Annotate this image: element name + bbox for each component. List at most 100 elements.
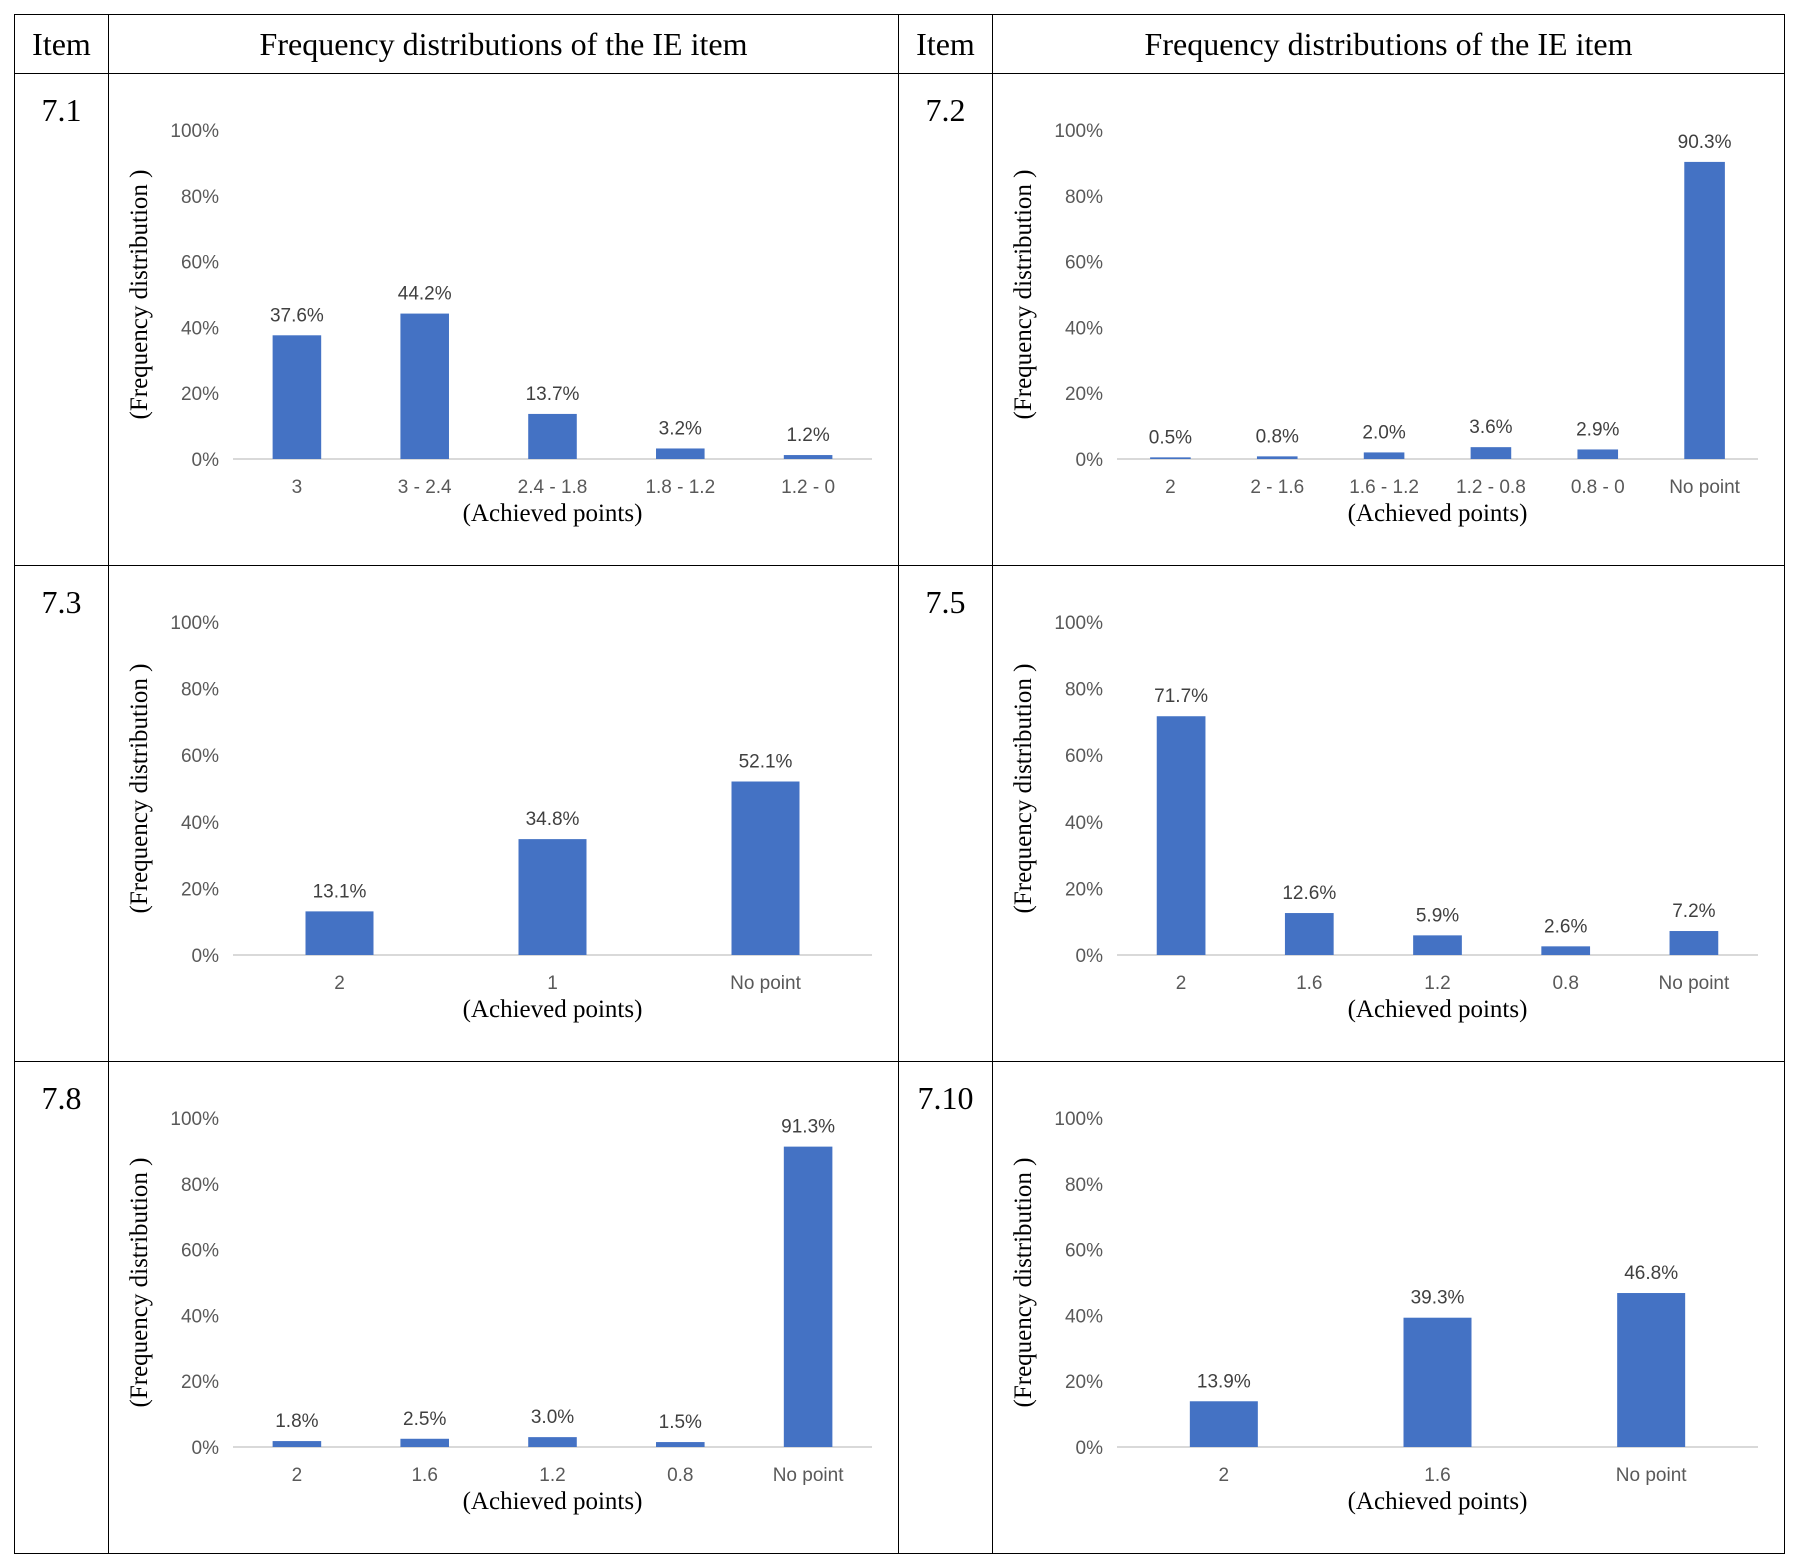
y-tick-label: 40% xyxy=(181,1306,219,1327)
y-tick-label: 0% xyxy=(192,1438,220,1459)
data-label: 13.7% xyxy=(526,384,580,405)
chart-cell-7-5: (Frequency distribution ) 0% 20% 40% 60% 80% 1… xyxy=(992,565,1785,1062)
x-axis-label: (Achieved points) xyxy=(1348,1488,1528,1515)
y-tick-label: 0% xyxy=(192,450,220,471)
x-tick-label: 2 xyxy=(1219,1465,1230,1486)
x-tick-label: No point xyxy=(1669,477,1740,498)
x-tick-label: No point xyxy=(773,1465,844,1486)
data-label: 52.1% xyxy=(739,752,793,773)
y-axis-label: (Frequency distribution ) xyxy=(1010,664,1037,914)
bar-chart-item-7-3: (Frequency distribution ) 0% 20% 40% 60% 80% 1… xyxy=(126,613,872,1023)
item-number: 7.2 xyxy=(898,73,993,566)
bar-chart-item-7-10: (Frequency distribution ) 0% 20% 40% 60% 80% 1… xyxy=(1010,1109,1758,1515)
data-label: 0.8% xyxy=(1256,426,1299,447)
table-row: 7.3 (Frequency distribution ) 0% 20% 40% 60%… xyxy=(14,565,1785,1062)
y-tick-label: 20% xyxy=(181,1372,219,1393)
data-label: 12.6% xyxy=(1282,883,1336,904)
x-tick-label: 3 xyxy=(292,477,303,498)
x-tick-label: 2 xyxy=(1176,973,1187,994)
y-tick-label: 0% xyxy=(1076,1438,1104,1459)
y-tick-label: 60% xyxy=(181,746,219,767)
x-tick-label: 1 xyxy=(547,973,558,994)
data-label: 3.6% xyxy=(1469,417,1512,438)
chart-cell-7-1: (Frequency distribution ) 0% 20% 40% 60% 80% 1… xyxy=(108,73,899,566)
data-label: 3.2% xyxy=(659,418,702,439)
y-tick-label: 80% xyxy=(1065,1175,1103,1196)
table-row: 7.8 (Frequency distribution ) 0% 20% 40% 60%… xyxy=(14,1061,1785,1554)
bar xyxy=(1617,1293,1686,1447)
bar xyxy=(783,455,833,459)
x-tick-label: No point xyxy=(1659,973,1730,994)
bar xyxy=(1413,935,1462,955)
bar xyxy=(1150,457,1191,459)
y-tick-label: 100% xyxy=(170,1109,219,1130)
bar xyxy=(272,335,322,459)
y-tick-label: 60% xyxy=(1065,253,1103,274)
y-axis-label: (Frequency distribution ) xyxy=(1010,170,1037,420)
y-tick-label: 20% xyxy=(181,384,219,405)
y-tick-label: 0% xyxy=(1076,450,1104,471)
x-axis-label: (Achieved points) xyxy=(463,1488,643,1515)
x-tick-label: No point xyxy=(1616,1465,1687,1486)
x-tick-label: 1.6 xyxy=(1296,973,1322,994)
bar xyxy=(400,313,449,459)
y-axis-label: (Frequency distribution ) xyxy=(126,170,153,420)
bar-chart-item-7-8: (Frequency distribution ) 0% 20% 40% 60% 80% 1… xyxy=(126,1109,872,1515)
y-tick-label: 80% xyxy=(181,680,219,701)
x-tick-label: 0.8 xyxy=(1552,973,1578,994)
data-label: 1.5% xyxy=(659,1412,702,1433)
y-tick-label: 40% xyxy=(181,318,219,339)
data-label: 1.8% xyxy=(275,1411,318,1432)
y-tick-label: 80% xyxy=(181,187,219,208)
data-label: 90.3% xyxy=(1678,132,1732,153)
x-axis-label: (Achieved points) xyxy=(463,500,643,527)
y-tick-label: 20% xyxy=(1065,1372,1103,1393)
y-tick-label: 80% xyxy=(1065,187,1103,208)
bar xyxy=(1403,1317,1472,1447)
y-tick-label: 0% xyxy=(192,946,220,967)
y-tick-label: 0% xyxy=(1076,946,1104,967)
header-title-left: Frequency distributions of the IE item xyxy=(108,14,899,74)
y-axis-label: (Frequency distribution ) xyxy=(1010,1158,1037,1408)
data-label: 1.2% xyxy=(786,425,829,446)
data-label: 13.9% xyxy=(1197,1371,1251,1392)
bar-chart-item-7-2: (Frequency distribution ) 0% 20% 40% 60% 80% 1… xyxy=(1010,121,1758,527)
y-tick-label: 20% xyxy=(181,879,219,900)
data-label: 2.6% xyxy=(1544,916,1587,937)
y-tick-label: 100% xyxy=(170,121,219,142)
data-label: 2.0% xyxy=(1362,422,1405,443)
data-label: 7.2% xyxy=(1672,901,1715,922)
bar xyxy=(656,1442,705,1447)
y-tick-label: 40% xyxy=(181,813,219,834)
y-tick-label: 40% xyxy=(1065,813,1103,834)
data-label: 3.0% xyxy=(531,1407,574,1428)
bar xyxy=(1156,716,1206,955)
item-number: 7.10 xyxy=(898,1061,993,1554)
x-tick-label: 1.2 xyxy=(1424,973,1450,994)
x-tick-label: 0.8 xyxy=(667,1465,693,1486)
table-row: 7.1 (Frequency distribution ) 0% 20% 40% 60%… xyxy=(14,73,1785,566)
bar xyxy=(528,413,577,459)
bar xyxy=(656,448,705,459)
x-tick-label: 1.8 - 1.2 xyxy=(645,477,715,498)
y-tick-label: 100% xyxy=(1054,1109,1103,1130)
y-axis-label: (Frequency distribution ) xyxy=(126,1158,153,1408)
x-tick-label: 1.6 - 1.2 xyxy=(1349,477,1419,498)
bar xyxy=(1684,161,1725,459)
x-tick-label: 2 xyxy=(334,973,345,994)
data-label: 13.1% xyxy=(313,881,367,902)
data-label: 91.3% xyxy=(781,1117,835,1138)
y-tick-label: 100% xyxy=(170,613,219,634)
bar xyxy=(1577,449,1619,459)
y-tick-label: 80% xyxy=(181,1175,219,1196)
header-item-right: Item xyxy=(898,14,993,74)
bar xyxy=(1470,447,1512,459)
bar xyxy=(731,781,800,955)
data-label: 5.9% xyxy=(1416,905,1459,926)
y-tick-label: 100% xyxy=(1054,121,1103,142)
x-tick-label: 1.6 xyxy=(1424,1465,1450,1486)
data-label: 46.8% xyxy=(1624,1263,1678,1284)
chart-cell-7-8: (Frequency distribution ) 0% 20% 40% 60% 80% 1… xyxy=(108,1061,899,1554)
bar xyxy=(1284,913,1334,955)
chart-cell-7-2: (Frequency distribution ) 0% 20% 40% 60% 80% 1… xyxy=(992,73,1785,566)
